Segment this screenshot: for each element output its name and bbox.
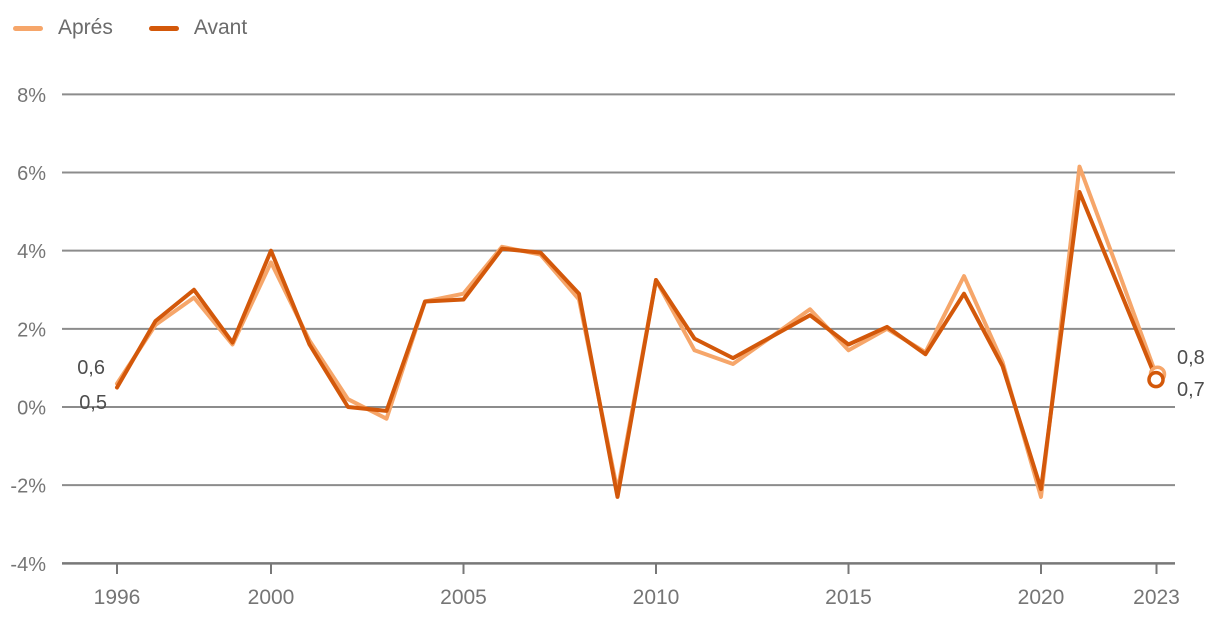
y-axis-tick-label: -4% [10,554,46,576]
y-axis-tick-label: 6% [17,163,46,185]
legend-swatch-avant [148,25,179,31]
legend: Aprés Avant [13,15,247,41]
series-line-avant [115,190,1159,499]
y-axis-tick-label: 8% [17,85,46,107]
x-axis-tick-label: 1996 [94,586,141,609]
legend-item-avant: Avant [148,15,248,41]
y-axis-tick-label: 2% [17,319,46,341]
y-axis-tick-label: -2% [10,476,46,498]
x-axis-tick-label: 2000 [248,586,295,609]
y-axis-tick-label: 4% [17,241,46,263]
legend-swatch-apres [13,25,43,31]
x-axis-tick-label: 2005 [440,586,487,609]
y-axis-tick-label: 0% [17,398,46,420]
x-axis-tick-label: 2015 [825,586,872,609]
x-axis-tick-label: 2023 [1133,586,1180,609]
end-value-label: 0,7 [1177,379,1205,401]
x-axis-tick-label: 2020 [1018,586,1065,609]
start-value-label: 0,6 [77,357,105,379]
legend-label-avant: Avant [193,16,248,39]
series-line-apres [115,164,1159,499]
end-marker-avant [1147,370,1165,389]
end-value-label: 0,8 [1177,347,1205,369]
legend-item-apres: Aprés [13,15,113,41]
x-axis-tick-label: 2010 [633,586,680,609]
legend-label-apres: Aprés [58,16,113,39]
start-value-label: 0,5 [79,392,107,414]
